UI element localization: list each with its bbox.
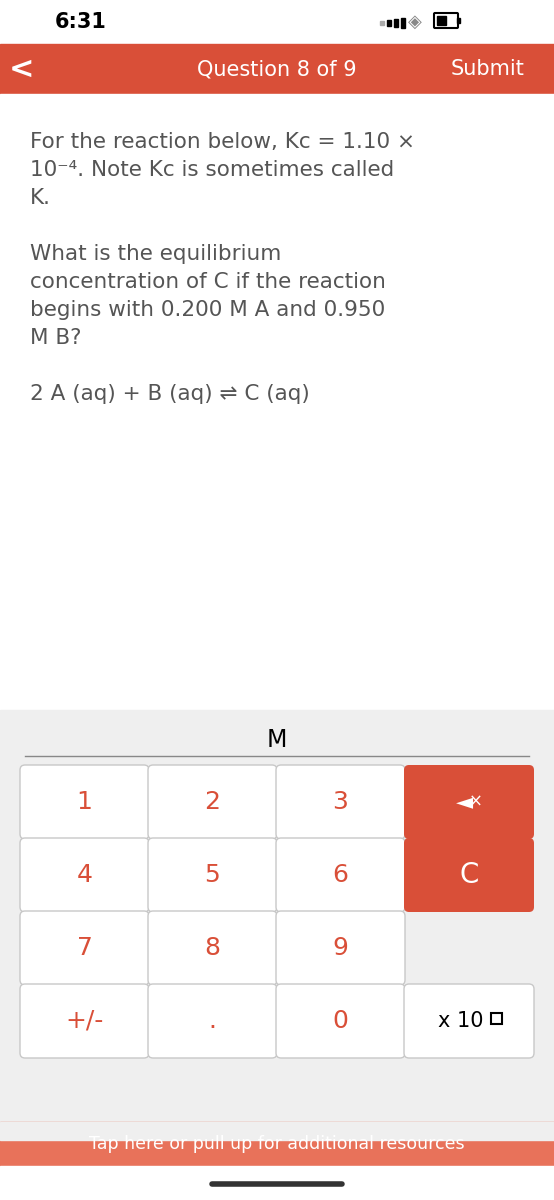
FancyBboxPatch shape	[20, 766, 149, 839]
Text: 6:31: 6:31	[55, 12, 107, 32]
Bar	[380, 20, 384, 25]
Bar	[491, 1013, 502, 1024]
Text: 5: 5	[204, 863, 220, 887]
Text: 2 A (aq) + B (aq) ⇌ C (aq): 2 A (aq) + B (aq) ⇌ C (aq)	[30, 384, 310, 404]
Bar	[387, 20, 391, 26]
FancyBboxPatch shape	[276, 766, 405, 839]
Text: x 10: x 10	[438, 1010, 484, 1031]
FancyBboxPatch shape	[20, 911, 149, 985]
Text: +/-: +/-	[65, 1009, 104, 1033]
Bar	[0, 0, 554, 44]
Text: Question 8 of 9: Question 8 of 9	[197, 59, 357, 79]
Text: For the reaction below, Kc = 1.10 ×: For the reaction below, Kc = 1.10 ×	[30, 132, 415, 152]
Text: ◈: ◈	[408, 13, 422, 31]
FancyBboxPatch shape	[148, 911, 277, 985]
Bar	[437, 16, 446, 25]
Text: M B?: M B?	[30, 328, 81, 348]
Text: What is the equilibrium: What is the equilibrium	[30, 244, 281, 264]
Text: 10⁻⁴. Note Kc is sometimes called: 10⁻⁴. Note Kc is sometimes called	[30, 160, 394, 180]
Text: 3: 3	[332, 790, 348, 814]
FancyBboxPatch shape	[276, 984, 405, 1058]
Text: 0: 0	[332, 1009, 348, 1033]
Text: 6: 6	[332, 863, 348, 887]
Text: <: <	[9, 54, 35, 84]
Text: ◄: ◄	[456, 792, 474, 812]
FancyBboxPatch shape	[148, 838, 277, 912]
Text: K.: K.	[30, 188, 51, 208]
FancyBboxPatch shape	[148, 984, 277, 1058]
FancyBboxPatch shape	[404, 984, 534, 1058]
FancyBboxPatch shape	[20, 984, 149, 1058]
Bar	[0, 710, 554, 1140]
Text: 7: 7	[76, 936, 93, 960]
Text: .: .	[208, 1009, 217, 1033]
Text: 1: 1	[76, 790, 93, 814]
FancyBboxPatch shape	[20, 838, 149, 912]
FancyBboxPatch shape	[404, 766, 534, 839]
Bar	[0, 1166, 554, 1200]
Bar	[0, 1122, 554, 1166]
Text: 4: 4	[76, 863, 93, 887]
Bar	[394, 19, 398, 26]
Text: 8: 8	[204, 936, 220, 960]
Bar	[0, 44, 554, 94]
FancyBboxPatch shape	[404, 838, 534, 912]
Text: begins with 0.200 M A and 0.950: begins with 0.200 M A and 0.950	[30, 300, 385, 320]
Text: 2: 2	[204, 790, 220, 814]
Text: concentration of C if the reaction: concentration of C if the reaction	[30, 272, 386, 292]
FancyBboxPatch shape	[276, 838, 405, 912]
Text: 9: 9	[332, 936, 348, 960]
Text: M: M	[267, 728, 287, 752]
FancyBboxPatch shape	[148, 766, 277, 839]
Bar	[0, 94, 554, 710]
Bar	[401, 18, 405, 28]
Text: Submit: Submit	[450, 59, 524, 79]
Text: Tap here or pull up for additional resources: Tap here or pull up for additional resou…	[89, 1135, 465, 1153]
Text: ×: ×	[469, 793, 483, 811]
FancyBboxPatch shape	[434, 13, 458, 28]
Bar	[0, 1122, 554, 1140]
Text: C: C	[459, 862, 479, 889]
FancyBboxPatch shape	[276, 911, 405, 985]
Bar	[457, 18, 460, 23]
